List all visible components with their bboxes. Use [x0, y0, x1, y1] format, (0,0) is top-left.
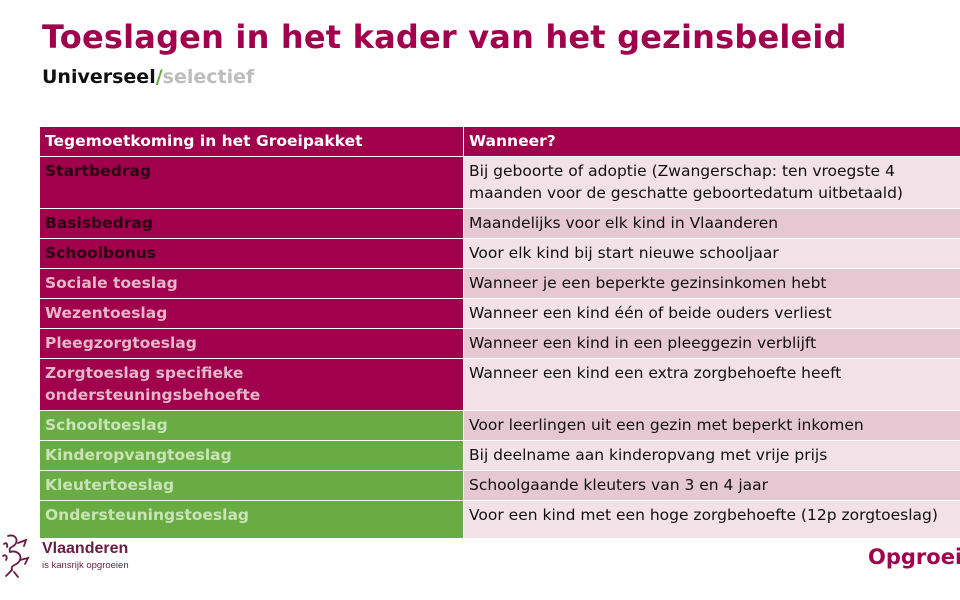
allowance-table: Tegemoetkoming in het Groeipakket Wannee…	[40, 127, 960, 539]
table-row: Startbedrag Bij geboorte of adoptie (Zwa…	[40, 156, 960, 209]
column-header-when: Wanneer?	[463, 127, 960, 157]
allowance-when: Voor elk kind bij start nieuwe schooljaa…	[463, 238, 960, 269]
brand-logo: Opgroeien	[868, 545, 960, 569]
allowance-name: Basisbedrag	[40, 208, 464, 239]
subtitle-selective: selectief	[162, 66, 255, 88]
allowance-when: Wanneer een kind in een pleeggezin verbl…	[463, 328, 960, 359]
allowance-name: Ondersteuningstoeslag	[40, 500, 464, 539]
allowance-name: Zorgtoeslag specifieke ondersteuningsbeh…	[40, 358, 464, 411]
table-row: Schooltoeslag Voor leerlingen uit een ge…	[40, 410, 960, 441]
allowance-when: Schoolgaande kleuters van 3 en 4 jaar	[463, 470, 960, 501]
table-row: Wezentoeslag Wanneer een kind één of bei…	[40, 298, 960, 329]
subtitle-slash: /	[155, 66, 163, 88]
table-row: Schoolbonus Voor elk kind bij start nieu…	[40, 238, 960, 269]
page-subtitle: Universeel/selectief	[42, 66, 254, 88]
allowance-name: Sociale toeslag	[40, 268, 464, 299]
table-row: Kleutertoeslag Schoolgaande kleuters van…	[40, 470, 960, 501]
allowance-name: Kleutertoeslag	[40, 470, 464, 501]
allowance-when: Wanneer je een beperkte gezinsinkomen he…	[463, 268, 960, 299]
logo-name: Vlaanderen	[42, 540, 129, 557]
allowance-when: Maandelijks voor elk kind in Vlaanderen	[463, 208, 960, 239]
allowance-when: Voor leerlingen uit een gezin met beperk…	[463, 410, 960, 441]
vlaanderen-logo: Vlaanderen is kansrijk opgroeien	[0, 528, 140, 584]
table-row: Zorgtoeslag specifieke ondersteuningsbeh…	[40, 358, 960, 411]
allowance-when: Wanneer een kind één of beide ouders ver…	[463, 298, 960, 329]
allowance-when: Voor een kind met een hoge zorgbehoefte …	[463, 500, 960, 539]
table-row: Pleegzorgtoeslag Wanneer een kind in een…	[40, 328, 960, 359]
allowance-name: Startbedrag	[40, 156, 464, 209]
page-title: Toeslagen in het kader van het gezinsbel…	[42, 18, 847, 56]
allowance-name: Pleegzorgtoeslag	[40, 328, 464, 359]
table-row: Kinderopvangtoeslag Bij deelname aan kin…	[40, 440, 960, 471]
column-header-allowance: Tegemoetkoming in het Groeipakket	[40, 127, 464, 157]
allowance-name: Kinderopvangtoeslag	[40, 440, 464, 471]
logo-tagline: is kansrijk opgroeien	[42, 560, 129, 571]
table-row: Ondersteuningstoeslag Voor een kind met …	[40, 500, 960, 539]
flemish-lion-icon	[2, 534, 30, 578]
table-row: Sociale toeslag Wanneer je een beperkte …	[40, 268, 960, 299]
subtitle-universal: Universeel	[42, 66, 156, 88]
table-header-row: Tegemoetkoming in het Groeipakket Wannee…	[40, 127, 960, 157]
table-row: Basisbedrag Maandelijks voor elk kind in…	[40, 208, 960, 239]
allowance-name: Schoolbonus	[40, 238, 464, 269]
allowance-when: Bij geboorte of adoptie (Zwangerschap: t…	[463, 156, 960, 209]
allowance-name: Schooltoeslag	[40, 410, 464, 441]
allowance-when: Wanneer een kind een extra zorgbehoefte …	[463, 358, 960, 411]
allowance-when: Bij deelname aan kinderopvang met vrije …	[463, 440, 960, 471]
allowance-name: Wezentoeslag	[40, 298, 464, 329]
